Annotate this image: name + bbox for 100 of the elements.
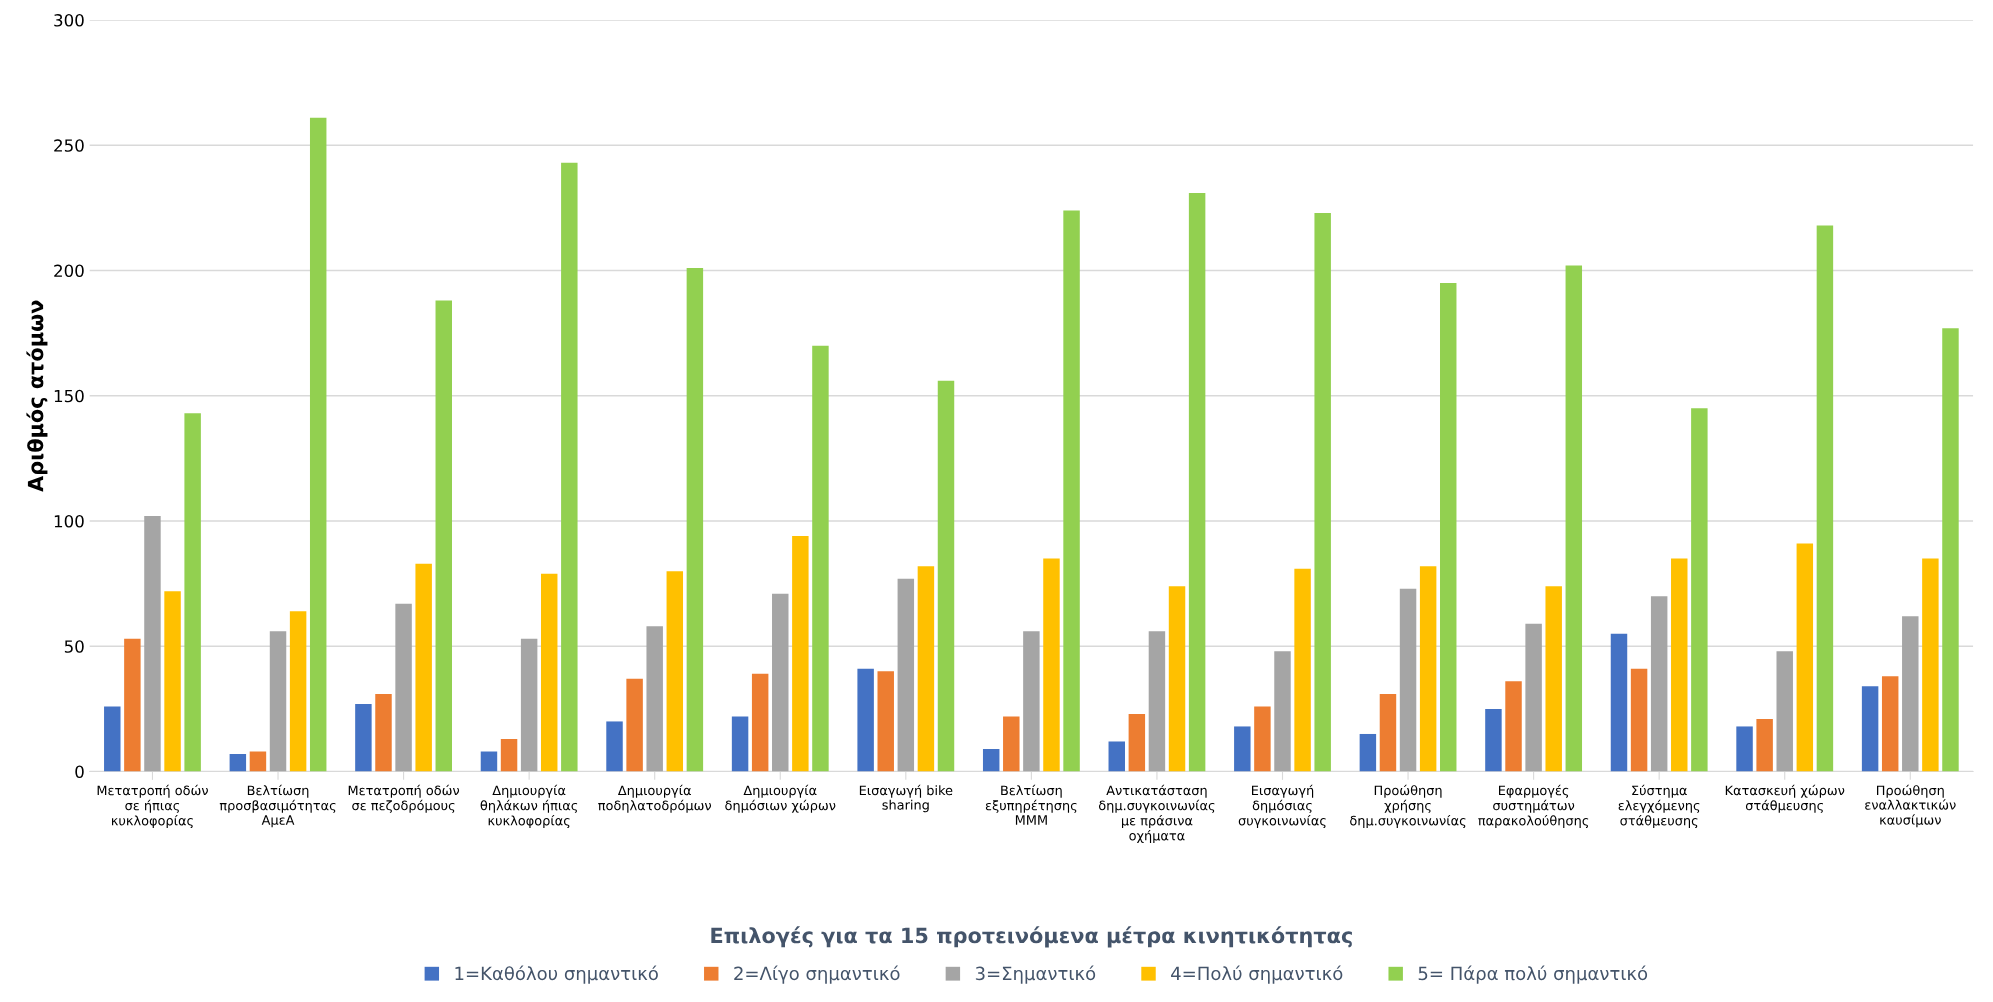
y-tick-label: 200 [54,264,84,278]
bar [1043,558,1060,772]
bar [1816,225,1834,772]
x-tick-label: Βελτίωση εξυπηρέτησης ΜΜΜ [985,784,1077,825]
bar [626,678,643,772]
bar [561,162,578,772]
x-tick-label: Εισαγωγή δημόσιας συγκοινωνίας [1238,784,1326,828]
x-tick-label: Προώθηση χρήσης δημ.συγκοινωνίας [1350,784,1466,828]
bar [1254,706,1271,772]
bar [289,611,307,772]
y-tick-label: 100 [54,515,84,528]
y-tick-label: 250 [54,139,84,152]
bar [1379,693,1397,772]
bar [1610,633,1628,772]
y-tick-label: 150 [54,389,84,403]
bar [1650,596,1668,772]
bar [1525,623,1542,772]
bar [1359,733,1377,772]
bar [1188,192,1206,772]
bar [1168,586,1186,772]
legend-label: 5= Πάρα πολύ σημαντικό [1418,965,1648,984]
bar [792,536,809,772]
y-axis-title: Αριθμός ατόμων [26,300,48,492]
bar [857,668,874,772]
legend-label: 3=Σημαντικό [975,965,1096,984]
bar [1063,210,1080,772]
bar [520,638,538,772]
bar [897,578,915,772]
bar [1314,212,1331,772]
bar [1294,568,1311,772]
x-tick-label: Δημιουργία ποδηλατοδρόμων [598,784,712,813]
bar [540,573,558,772]
x-tick-label: Δημιουργία δημόσιων χώρων [725,784,836,813]
bar [1565,265,1583,772]
y-tick-label: 0 [75,765,84,779]
bar [606,721,623,772]
bar [917,566,935,772]
bar [144,516,161,772]
bar [1399,588,1417,772]
bar [1902,616,1919,772]
bar [164,591,181,772]
y-tick-label: 300 [54,14,84,27]
y-tick-label: 50 [64,640,84,653]
bar [355,703,372,772]
bar [1505,681,1522,772]
bar [1485,708,1502,772]
bar [731,716,749,772]
bar [309,117,327,772]
x-tick-label: Κατασκευή χώρων στάθμευσης [1725,784,1845,813]
bar [937,380,955,772]
x-tick-label: Βελτίωση προσβασιμότητας ΑμεΑ [219,784,336,828]
bar [812,345,829,772]
bar [249,751,267,772]
bar [395,603,412,772]
bar [1148,631,1166,772]
bar [646,626,663,772]
bar [1545,586,1562,772]
bar [184,413,201,772]
bar [666,571,684,772]
x-tick-label: Μετατροπή οδών σε πεζοδρόμους [348,784,460,813]
bar [480,751,498,772]
bar [982,748,1000,772]
bar [877,671,894,772]
x-tick-label: Μετατροπή οδών σε ήπιας κυκλοφορίας [97,784,208,828]
bar [1756,718,1773,772]
bar [375,693,392,772]
bar [1274,651,1291,772]
x-axis-title: Επιλογές για τα 15 προτεινόμενα μέτρα κινητικότητας [711,926,1352,948]
bar [1776,651,1793,772]
x-tick-label: Δημιουργία θηλάκων ήπιας κυκλοφορίας [480,784,578,828]
bar [1796,543,1814,772]
bar [1671,558,1688,772]
bar [104,706,121,772]
bar [1736,726,1753,772]
bar [1419,566,1437,772]
bar [124,638,141,772]
x-tick-label: Εισαγωγή bike sharing [859,784,953,813]
bar [435,300,452,772]
legend-label: 4=Πολύ σημαντικό [1171,965,1343,984]
legend-label: 2=Λίγο σημαντικό [734,965,900,984]
bar [1630,668,1648,772]
bar [686,268,704,772]
bar [1128,713,1146,772]
x-tick-label: Σύστημα ελεγχόμενης στάθμευσης [1618,784,1700,828]
bar [415,563,432,772]
bar [1881,676,1899,772]
bar [1023,631,1040,772]
x-tick-label: Εφαρμογές συστημάτων παρακολούθησης [1478,784,1589,828]
x-tick-label: Προώθηση εναλλακτικών καυσίμων [1865,784,1956,828]
bar [1003,716,1020,772]
bar [500,738,518,772]
bar [1234,726,1251,772]
bar [1691,408,1708,772]
bar [269,631,287,772]
bar [772,593,789,772]
bar [1108,741,1125,772]
bar [1922,558,1939,772]
legend-label: 1=Καθόλου σημαντικό [455,965,658,984]
bar [229,754,247,772]
bar [751,673,769,772]
